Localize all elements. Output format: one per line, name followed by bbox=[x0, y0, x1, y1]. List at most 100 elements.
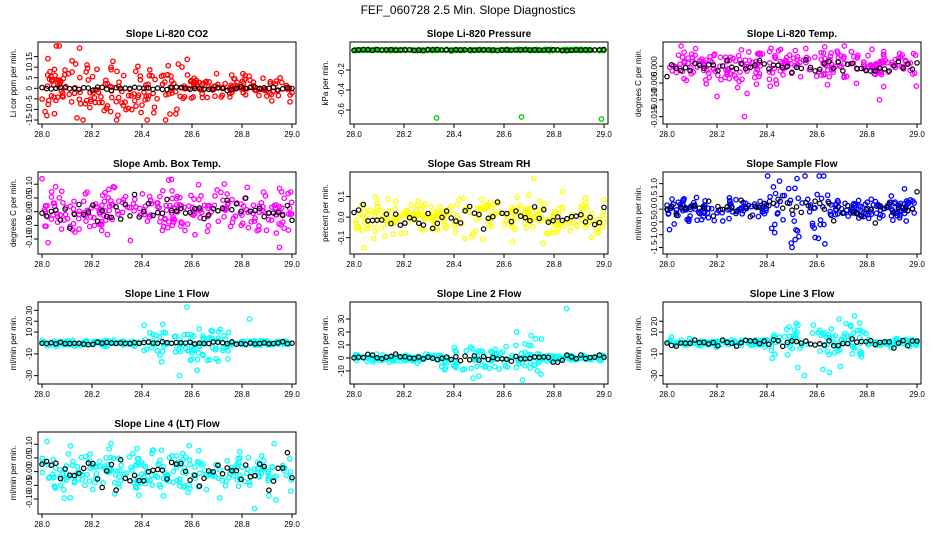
data-point-black bbox=[411, 216, 418, 223]
data-point-black bbox=[471, 353, 478, 359]
data-point bbox=[768, 347, 775, 354]
data-point bbox=[146, 72, 153, 79]
plot-frame bbox=[662, 171, 922, 255]
data-point bbox=[131, 97, 138, 104]
data-point bbox=[115, 211, 121, 217]
data-point-outlier bbox=[851, 312, 858, 319]
data-point-black bbox=[559, 357, 566, 364]
data-point bbox=[178, 223, 184, 229]
data-point-black bbox=[812, 68, 818, 74]
data-point bbox=[473, 47, 480, 53]
data-point bbox=[108, 66, 115, 73]
data-point bbox=[820, 331, 827, 338]
data-point bbox=[526, 342, 532, 349]
data-point-black bbox=[80, 465, 87, 472]
data-point bbox=[522, 349, 529, 356]
data-point-black bbox=[159, 467, 166, 474]
data-point bbox=[891, 339, 898, 346]
data-point bbox=[742, 57, 749, 64]
data-point bbox=[258, 453, 265, 459]
x-tick-label: 28.6 bbox=[184, 520, 200, 529]
data-point bbox=[513, 364, 520, 371]
data-point bbox=[855, 52, 861, 59]
data-point bbox=[768, 45, 774, 52]
data-point bbox=[468, 365, 475, 372]
panel-2: Slope Li-820 Temp. 28.0 28.2 28.4 28.6 28.8 29… bbox=[634, 29, 925, 139]
data-point bbox=[93, 463, 100, 470]
data-point bbox=[841, 333, 847, 339]
data-point bbox=[818, 72, 825, 79]
data-point bbox=[188, 192, 194, 199]
y-tick-label: 30 bbox=[337, 314, 346, 323]
data-point bbox=[152, 76, 158, 83]
data-point bbox=[769, 69, 776, 76]
data-point bbox=[80, 117, 86, 123]
y-axis-label: ml/min per min. bbox=[9, 316, 18, 371]
data-point bbox=[216, 467, 223, 473]
data-point-black bbox=[738, 197, 744, 204]
data-point-black bbox=[591, 221, 598, 228]
data-point bbox=[461, 366, 468, 372]
data-point bbox=[108, 440, 115, 447]
data-point bbox=[80, 198, 87, 205]
data-point bbox=[748, 203, 755, 210]
data-point-black bbox=[900, 65, 906, 71]
data-point bbox=[880, 48, 887, 55]
data-point bbox=[821, 44, 828, 50]
x-tick-label: 28.0 bbox=[346, 260, 362, 269]
data-point bbox=[733, 196, 739, 203]
data-point bbox=[195, 181, 202, 188]
data-point-black bbox=[178, 460, 184, 467]
data-point bbox=[751, 201, 758, 207]
data-point bbox=[738, 342, 745, 349]
data-point-black bbox=[480, 226, 487, 232]
data-point bbox=[51, 66, 58, 73]
data-point-black bbox=[457, 357, 464, 364]
x-tick-label: 28.4 bbox=[134, 520, 150, 529]
data-point-black bbox=[71, 211, 78, 218]
y-tick-label: 0.00 bbox=[25, 463, 34, 479]
data-point bbox=[60, 199, 66, 206]
data-point bbox=[200, 352, 206, 359]
data-point bbox=[769, 355, 776, 362]
data-point bbox=[71, 90, 78, 97]
data-point bbox=[101, 198, 108, 205]
data-point-black bbox=[108, 87, 115, 94]
y-tick-label: 0.10 bbox=[25, 436, 34, 452]
data-point bbox=[116, 474, 123, 481]
data-point-black bbox=[476, 357, 482, 363]
data-point bbox=[245, 224, 252, 231]
data-point bbox=[224, 457, 231, 464]
series-black bbox=[351, 199, 607, 232]
data-point-black bbox=[601, 204, 607, 211]
data-point bbox=[184, 56, 191, 63]
series-black bbox=[39, 338, 295, 348]
y-tick-label: 10 bbox=[337, 340, 346, 349]
data-point-black bbox=[747, 64, 754, 71]
data-point-black bbox=[564, 215, 570, 222]
data-point-black bbox=[849, 208, 856, 215]
data-point bbox=[66, 91, 73, 98]
data-point bbox=[122, 99, 129, 105]
data-point bbox=[378, 224, 385, 231]
data-point bbox=[76, 226, 82, 232]
data-point-black bbox=[891, 210, 897, 216]
data-point-black bbox=[696, 62, 703, 69]
data-point bbox=[415, 211, 421, 218]
data-point bbox=[98, 227, 105, 234]
data-point bbox=[287, 98, 293, 105]
data-point bbox=[149, 482, 156, 488]
data-point bbox=[89, 73, 96, 80]
data-point bbox=[138, 109, 144, 116]
data-point bbox=[837, 363, 844, 370]
data-point bbox=[450, 362, 457, 369]
data-point-black bbox=[840, 210, 846, 216]
data-point bbox=[582, 195, 589, 202]
data-point bbox=[144, 117, 151, 123]
data-point bbox=[164, 71, 171, 78]
data-point bbox=[86, 223, 93, 230]
data-point-black bbox=[728, 205, 735, 211]
data-point bbox=[736, 78, 742, 85]
data-point bbox=[503, 343, 509, 350]
data-point bbox=[527, 365, 534, 371]
